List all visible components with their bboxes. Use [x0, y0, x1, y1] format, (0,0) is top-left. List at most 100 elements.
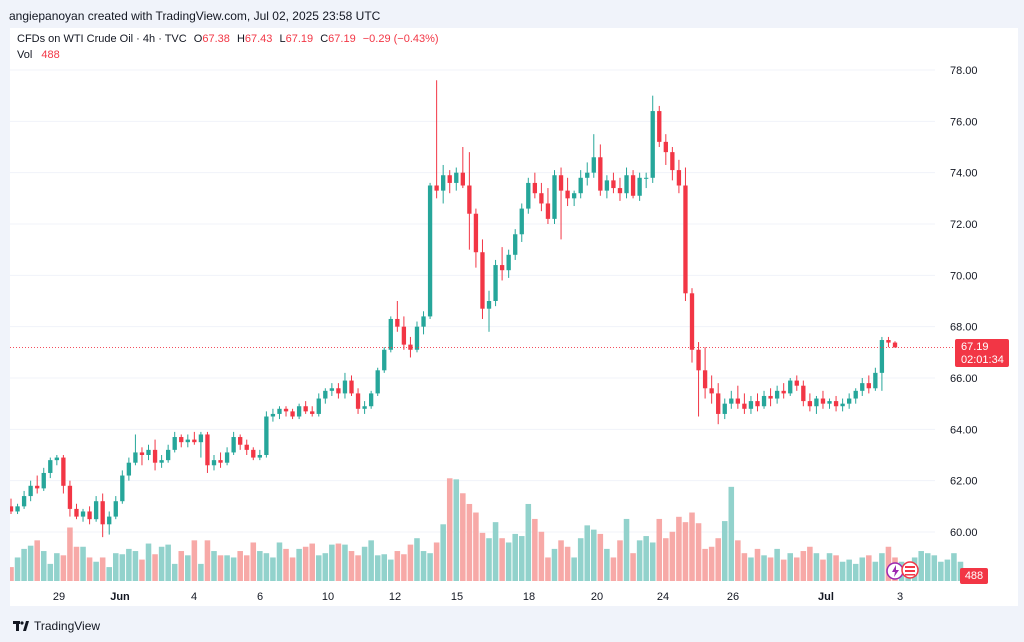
candle-body: [866, 383, 871, 389]
candle-body: [133, 452, 138, 463]
price-tick-label: 74.00: [950, 168, 978, 180]
candle-body: [748, 401, 754, 409]
volume-bar: [492, 522, 499, 581]
volume-bar: [453, 479, 460, 581]
candle-body: [310, 411, 315, 414]
volume-bar: [99, 557, 106, 581]
candle-body: [41, 472, 46, 489]
candle-body: [604, 180, 610, 191]
volume-bar: [322, 553, 329, 581]
volume-bar: [27, 545, 34, 581]
volume-bar: [67, 527, 73, 581]
candle-body: [794, 380, 799, 386]
footer-brand[interactable]: TradingView: [13, 619, 100, 633]
candle-body: [689, 293, 695, 350]
candle-body: [847, 398, 852, 404]
volume-bar: [420, 551, 427, 581]
candle-body: [80, 511, 86, 517]
chart-panel[interactable]: 60.00 62.00 64.00 66.00 68.00 70.00 72.00 74.00…: [8, 28, 1018, 606]
candle-body: [467, 185, 472, 214]
candle-body: [283, 408, 289, 412]
volume-bar: [80, 546, 86, 581]
time-tick-label: 4: [191, 591, 197, 603]
candle-body: [585, 172, 590, 178]
volume-bar: [473, 512, 479, 581]
time-tick-label: 26: [727, 591, 739, 603]
price-tick-label: 70.00: [950, 270, 978, 282]
candle-body: [630, 175, 636, 196]
candle-body: [87, 511, 92, 520]
price-axis[interactable]: 60.00 62.00 64.00 66.00 68.00 70.00 72.00 74.00…: [950, 65, 978, 539]
volume-value: 488: [41, 49, 60, 61]
volume-bar: [584, 525, 591, 581]
candle-body: [722, 403, 727, 414]
volume-bar: [617, 540, 623, 581]
candle-body: [238, 437, 243, 445]
candle-body: [774, 390, 780, 399]
candle-body: [827, 401, 832, 404]
candle-body: [781, 390, 786, 394]
volume-bar: [466, 503, 473, 581]
volume-bar: [185, 555, 191, 581]
candle-body: [519, 208, 524, 235]
candle-body: [264, 416, 269, 455]
candle-body: [336, 388, 341, 394]
candle-body: [735, 398, 741, 404]
candle-body: [473, 213, 479, 253]
volume-bar: [656, 518, 663, 581]
candle-body: [650, 111, 655, 178]
candle-body: [820, 398, 826, 404]
candle-body: [892, 342, 898, 348]
volume-bar: [243, 555, 250, 581]
time-tick-label: 15: [451, 591, 463, 603]
candle-body: [860, 383, 865, 391]
volume-bar: [525, 503, 532, 581]
candle-body: [139, 452, 145, 455]
volume-bar: [14, 557, 21, 581]
volume-bar: [754, 548, 761, 581]
change-value: −0.29 (−0.43%): [362, 33, 439, 45]
candle-body: [303, 406, 308, 412]
candlestick-chart[interactable]: 60.00 62.00 64.00 66.00 68.00 70.00 72.00 74.00…: [8, 28, 1018, 606]
candle-body: [185, 439, 190, 443]
time-tick-label: 3: [897, 591, 903, 603]
candle-body: [853, 390, 858, 399]
volume-bar: [944, 559, 951, 581]
candle-body: [421, 316, 426, 327]
candle-body: [100, 501, 105, 525]
candle-body: [218, 460, 223, 463]
price-tick-label: 78.00: [950, 65, 978, 77]
volume-bar: [748, 557, 754, 581]
price-tick-label: 76.00: [950, 116, 978, 128]
candle-body: [342, 380, 348, 394]
event-markers[interactable]: [886, 561, 919, 580]
volume-bar: [145, 543, 152, 581]
volume-bar: [479, 532, 486, 581]
candle-body: [28, 485, 33, 497]
candle-body: [152, 449, 158, 463]
candle-body: [172, 437, 177, 450]
volume-bar: [505, 542, 512, 581]
volume-bar: [401, 554, 407, 581]
symbol-label[interactable]: CFDs on WTI Crude Oil · 4h · TVC: [17, 33, 187, 45]
candle-body: [15, 506, 20, 512]
volume-bar: [518, 536, 525, 581]
legend-ohlc[interactable]: CFDs on WTI Crude Oil · 4h · TVC O67.38 …: [17, 33, 439, 45]
candle-body: [224, 452, 230, 463]
volume-bar: [551, 548, 558, 581]
volume-bar: [217, 555, 224, 581]
candle-body: [211, 460, 217, 466]
time-axis[interactable]: 29 Jun 4 6 10 12 15 18 20 24 26 Jul 3: [53, 591, 903, 603]
candle-body: [545, 203, 551, 219]
volume-bar: [512, 533, 518, 581]
volume-bar: [597, 533, 604, 581]
time-tick-label: 10: [322, 591, 334, 603]
candle-body: [146, 449, 151, 455]
high-value: 67.43: [244, 33, 273, 45]
volume-bar: [545, 557, 551, 581]
candle-body: [61, 457, 66, 486]
legend-volume[interactable]: Vol 488: [17, 49, 60, 61]
candle-body: [788, 380, 793, 394]
volume-bar: [728, 486, 735, 581]
candle-body: [447, 175, 452, 183]
